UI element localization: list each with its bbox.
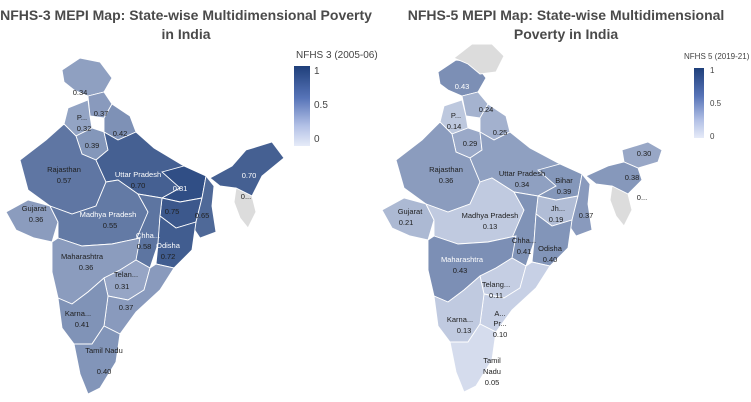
label-tg-value: 0.31 [115,282,130,291]
legend-min: 0 [710,132,715,141]
label-up-value: 0.34 [515,180,530,189]
state-ka[interactable] [57,277,109,345]
label-br-name: Bihar [555,176,573,185]
label-od-name: Odisha [156,241,181,250]
label-ap-name-line-1: A... [494,309,505,318]
label-gj-name: Gujarat [22,204,48,213]
label-tn-value: 0.40 [97,367,112,376]
label-tg-name: Telan... [114,270,138,279]
label-uk-value: 0.25 [493,128,508,137]
color-scale-bar [694,68,704,138]
label-od-value: 0.40 [543,255,558,264]
label-mh-value: 0.43 [453,266,468,275]
label-ne-value: 0.70 [242,171,257,180]
label-pb-name: P... [451,111,461,120]
label-tn-name-line-2: Nadu [483,367,501,376]
label-rj-name: Rajasthan [47,165,81,174]
label-pb-value: 0.14 [447,122,462,131]
state-tn[interactable] [73,325,121,395]
label-wb-value: 0.65 [195,211,210,220]
label-tn-value: 0.05 [485,378,500,387]
label-ka-value: 0.41 [75,320,90,329]
label-cg-name: Chha... [136,231,160,240]
state-ka[interactable] [433,275,485,343]
state-od[interactable] [531,213,573,267]
india-choropleth-map: 0.43 0.24 P... 0.14 0.25 0.29 Rajasthan … [381,43,663,393]
label-tg-name: Telang... [482,280,510,289]
label-od-value: 0.72 [161,252,176,261]
legend-title: NFHS 5 (2019-21) [684,52,750,61]
label-jh-value: 0.19 [549,215,564,224]
region-no-data [453,43,505,75]
label-ap-value: 0.37 [119,303,134,312]
state-as[interactable] [585,161,643,195]
state-ne[interactable] [209,141,285,197]
label-ar-value: 0.30 [637,149,652,158]
label-cg-value: 0.41 [517,247,532,256]
state-mz[interactable] [609,185,633,227]
label-tg-value: 0.11 [489,291,503,300]
label-mp-value: 0.55 [103,221,118,230]
map-title: NFHS-3 MEPI Map: State-wise Multidimensi… [0,7,372,42]
map-title: NFHS-5 MEPI Map: State-wise Multidimensi… [407,7,725,42]
state-gj[interactable] [5,199,59,243]
label-mz-name: 0... [241,192,251,201]
label-mp-value: 0.13 [483,222,498,231]
legend-max: 1 [710,66,715,75]
legend-mid: 0.5 [314,100,328,111]
label-gj-value: 0.36 [29,215,44,224]
nfhs5-map-panel: NFHS-5 MEPI Map: State-wise Multidimensi… [376,0,751,402]
label-mh-name: Maharashtra [441,255,484,264]
label-gj-name: Gujarat [398,207,424,216]
label-rj-value: 0.57 [57,176,72,185]
india-choropleth-map: 0.34 0.37 P... 0.32 0.42 0.39 Rajasthan … [5,57,285,395]
label-hr-value: 0.39 [85,141,100,150]
state-mz[interactable] [233,187,257,229]
label-uk-value: 0.42 [113,129,128,138]
label-jk-value: 0.43 [455,82,470,91]
legend-title: NFHS 3 (2005-06) [296,50,378,61]
state-tn[interactable] [449,323,497,393]
label-hr-value: 0.29 [463,139,478,148]
label-gj-value: 0.21 [399,218,414,227]
label-mh-value: 0.36 [79,263,94,272]
nfhs3-map-panel: NFHS-3 MEPI Map: State-wise Multidimensi… [0,0,378,402]
label-tn-name-line-1: Tamil Nadu [85,346,123,355]
label-mz-name: 0... [637,193,647,202]
label-as-value: 0.38 [625,173,640,182]
label-br-value: 0.81 [173,184,188,193]
label-rj-name: Rajasthan [429,165,463,174]
color-scale-bar [294,66,310,146]
label-rj-value: 0.36 [439,176,454,185]
label-hp-value: 0.24 [479,105,494,114]
label-pb-name: P... [77,113,87,122]
label-mp-name: Madhya Pradesh [462,211,519,220]
label-cg-name: Chha... [512,236,536,245]
label-ap-value: 0.10 [493,330,508,339]
label-jh-name: Jh... [551,204,565,213]
state-gj[interactable] [381,197,435,241]
label-up-name: Uttar Pradesh [115,170,161,179]
label-ap-name-line-2: Pr... [493,319,506,328]
label-cg-value: 0.58 [137,242,152,251]
legend-mid: 0.5 [710,99,722,108]
label-jk-value: 0.34 [73,88,88,97]
label-pb-value: 0.32 [77,124,92,133]
label-jh-value: 0.75 [165,207,180,216]
label-up-name: Uttar Pradesh [499,169,545,178]
state-od[interactable] [155,215,197,269]
label-hp-value: 0.37 [94,109,109,118]
legend-min: 0 [314,134,320,145]
label-tn-name-line-1: Tamil [483,356,501,365]
label-ka-name: Karna... [65,309,91,318]
label-mh-name: Maharashtra [61,252,104,261]
label-up-value: 0.70 [131,181,146,190]
label-od-name: Odisha [538,244,563,253]
legend-max: 1 [314,66,320,77]
label-wb-value: 0.37 [579,211,594,220]
label-br-value: 0.39 [557,187,572,196]
label-mp-name: Madhya Pradesh [80,210,137,219]
label-ka-value: 0.13 [457,326,472,335]
label-ka-name: Karna... [447,315,473,324]
